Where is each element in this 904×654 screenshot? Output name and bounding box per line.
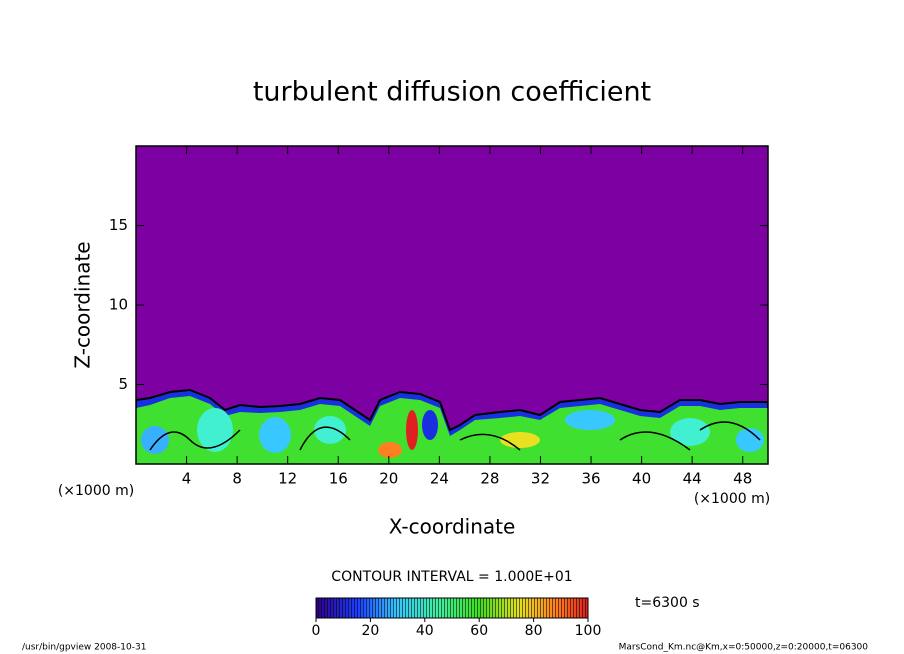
x-tick-label: 44 xyxy=(683,470,702,488)
colorbar-tick-label: 40 xyxy=(416,623,434,639)
colorbar-stripes xyxy=(315,597,589,619)
x-tick-label: 28 xyxy=(480,470,499,488)
y-axis-label: Z-coordinate xyxy=(71,241,95,368)
colorbar-tick-label: 100 xyxy=(575,623,602,639)
y-unit: (×1000 m) xyxy=(58,483,134,499)
y-tick-label: 15 xyxy=(109,216,128,234)
x-tick-label: 16 xyxy=(329,470,348,488)
x-tick-label: 32 xyxy=(531,470,550,488)
y-tick-label: 10 xyxy=(109,296,128,314)
colorbar-tick-label: 80 xyxy=(525,623,543,639)
footer-right: MarsCond_Km.nc@Km,x=0:50000,z=0:20000,t=… xyxy=(619,643,869,653)
colorbar-tick-label: 20 xyxy=(361,623,379,639)
x-tick-label: 48 xyxy=(733,470,752,488)
chart-title: turbulent diffusion coefficient xyxy=(253,77,651,108)
x-axis-label: X-coordinate xyxy=(389,515,516,539)
contour-interval: CONTOUR INTERVAL = 1.000E+01 xyxy=(331,569,572,585)
contour-field xyxy=(136,146,768,464)
colorbar-tick-label: 60 xyxy=(470,623,488,639)
footer-left: /usr/bin/gpview 2008-10-31 xyxy=(22,643,146,653)
x-tick-label: 20 xyxy=(379,470,398,488)
x-unit: (×1000 m) xyxy=(694,491,770,507)
x-tick-label: 12 xyxy=(278,470,297,488)
y-tick-label: 5 xyxy=(118,375,128,393)
x-tick-label: 24 xyxy=(430,470,449,488)
x-tick-label: 36 xyxy=(581,470,600,488)
x-tick-label: 4 xyxy=(182,470,192,488)
time-label: t=6300 s xyxy=(635,595,700,611)
x-tick-label: 8 xyxy=(232,470,242,488)
colorbar-tick-label: 0 xyxy=(312,623,321,639)
x-tick-label: 40 xyxy=(632,470,651,488)
